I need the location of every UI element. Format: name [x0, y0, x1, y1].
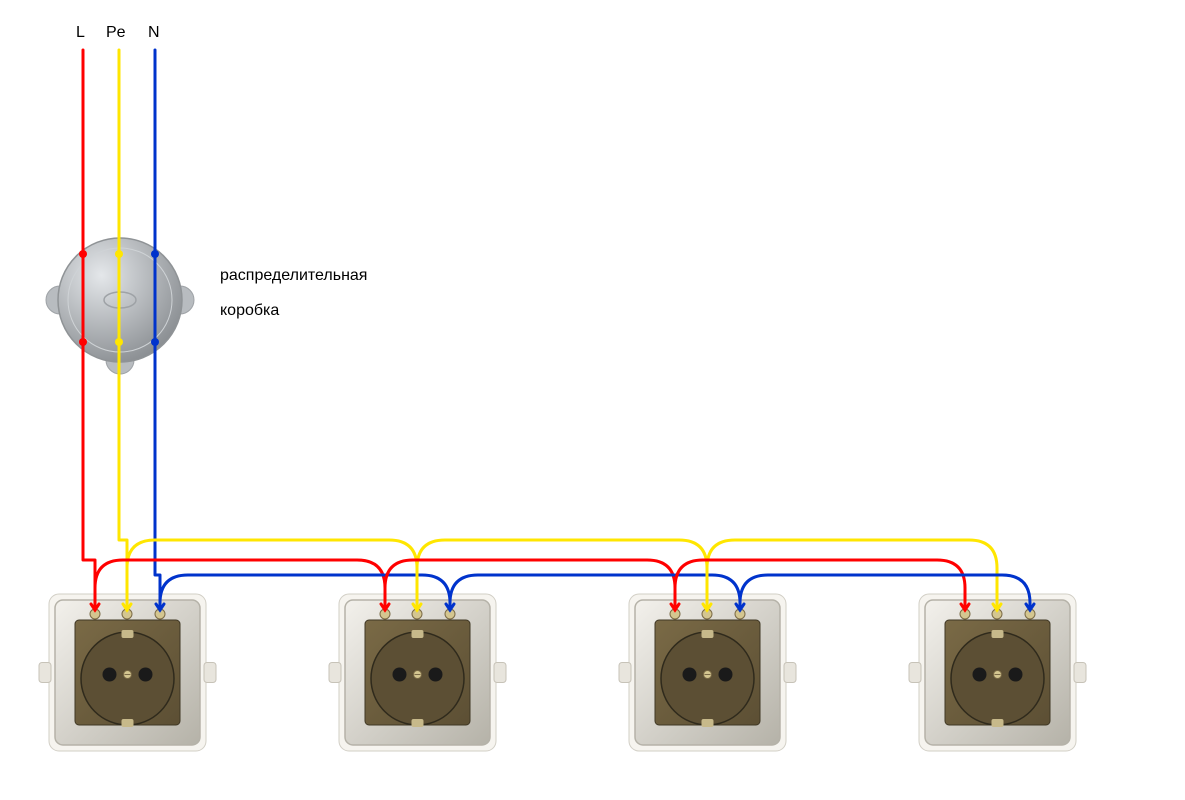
wires-layer	[79, 50, 1034, 610]
label-L: L	[76, 24, 85, 42]
junction-dot-Pe	[115, 250, 123, 258]
junction-dot-Pe	[115, 338, 123, 346]
socket-hole-right	[429, 668, 443, 682]
junction-box-label: распределительная коробка	[220, 258, 367, 328]
junction-dot-N	[151, 338, 159, 346]
wiring-diagram	[0, 0, 1185, 800]
socket-hole-right	[139, 668, 153, 682]
earth-clip-top	[122, 630, 134, 638]
socket-hole-right	[1009, 668, 1023, 682]
socket-hole-left	[393, 668, 407, 682]
junction-dot-N	[151, 250, 159, 258]
junction-box-label-line2: коробка	[220, 302, 279, 319]
junction-dot-L	[79, 250, 87, 258]
earth-clip-bottom	[122, 719, 134, 727]
earth-clip-top	[702, 630, 714, 638]
earth-clip-bottom	[992, 719, 1004, 727]
socket-hole-left	[103, 668, 117, 682]
junction-dot-L	[79, 338, 87, 346]
socket-hole-left	[973, 668, 987, 682]
earth-clip-top	[992, 630, 1004, 638]
earth-clip-bottom	[412, 719, 424, 727]
junction-box-label-line1: распределительная	[220, 267, 367, 284]
socket-hole-left	[683, 668, 697, 682]
label-Pe: Pe	[106, 24, 126, 42]
label-N: N	[148, 24, 160, 42]
earth-clip-bottom	[702, 719, 714, 727]
earth-clip-top	[412, 630, 424, 638]
socket-hole-right	[719, 668, 733, 682]
